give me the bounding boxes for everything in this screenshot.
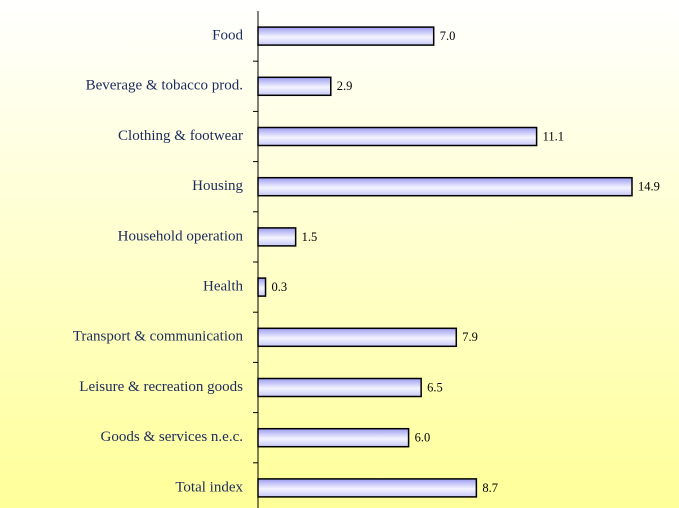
bar (257, 478, 478, 498)
category-label: Food (212, 28, 243, 44)
category-label: Transport & communication (73, 329, 244, 345)
bar (257, 176, 633, 197)
category-label: Total index (175, 479, 243, 495)
value-label: 11.1 (543, 129, 564, 143)
value-label: 0.3 (272, 280, 288, 294)
value-label: 7.0 (440, 29, 456, 43)
bar (257, 277, 267, 297)
value-label: 1.5 (302, 230, 318, 244)
bar (257, 126, 538, 147)
value-label: 2.9 (337, 79, 353, 93)
category-label: Beverage & tobacco prod. (86, 78, 243, 94)
bar (257, 76, 332, 97)
bar (257, 427, 410, 448)
bar (257, 327, 458, 348)
category-label: Housing (192, 178, 243, 194)
bar (257, 26, 435, 46)
category-label: Health (203, 279, 243, 295)
bar (257, 377, 422, 398)
category-label: Goods & services n.e.c. (101, 429, 243, 445)
value-label: 6.0 (415, 431, 431, 445)
category-label: Clothing & footwear (118, 128, 243, 144)
category-label: Household operation (118, 228, 244, 244)
bar (257, 227, 297, 247)
value-label: 6.5 (427, 380, 443, 394)
value-label: 8.7 (482, 481, 498, 495)
category-label: Leisure & recreation goods (79, 379, 243, 395)
value-label: 14.9 (638, 180, 660, 194)
value-label: 7.9 (462, 330, 478, 344)
